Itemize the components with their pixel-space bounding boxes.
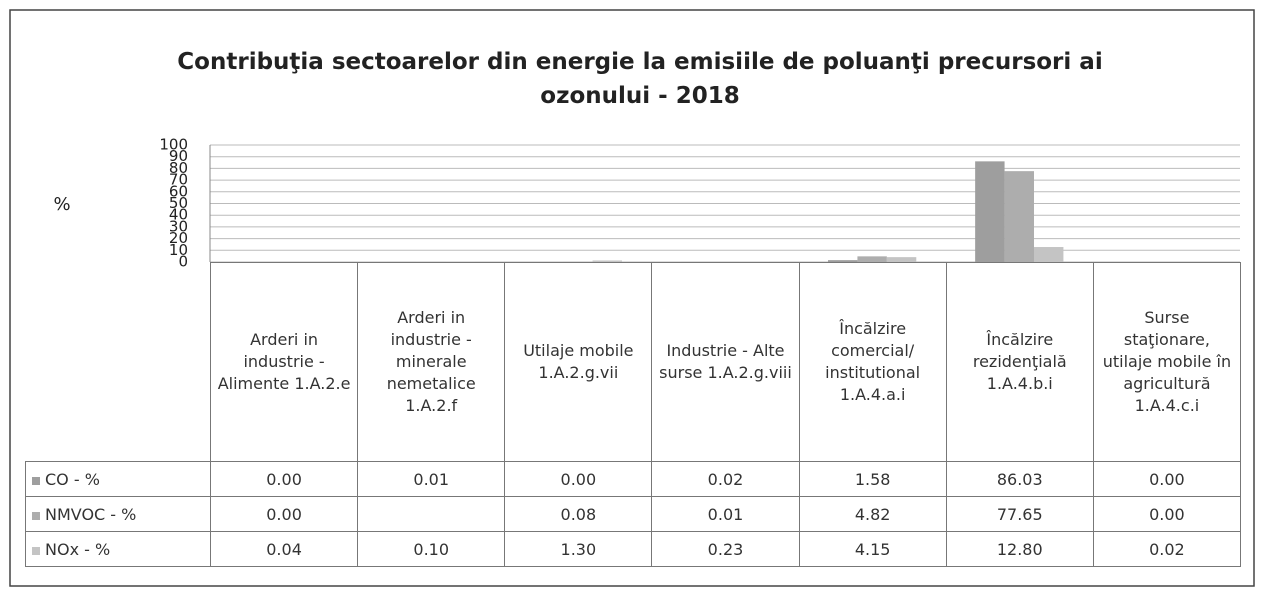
- value-cell: [357, 496, 506, 532]
- y-tick-label: 40: [169, 206, 188, 224]
- legend-label: CO - %: [45, 469, 100, 489]
- category-label: Încălzire comercial/ institutional 1.A.4…: [798, 262, 947, 462]
- value-cell: 0.01: [651, 496, 800, 532]
- legend-label: NOx - %: [45, 539, 111, 559]
- category-label: Arderi in industrie - Alimente 1.A.2.e: [209, 262, 359, 462]
- legend-swatch: [32, 511, 40, 520]
- y-tick-label: 10: [169, 241, 188, 259]
- category-label: Surse staţionare, utilaje mobile în agri…: [1092, 262, 1241, 462]
- value-cell: 0.23: [651, 531, 800, 567]
- chart-frame: [9, 9, 1255, 587]
- category-label: Încălzire rezidenţială 1.A.4.b.i: [945, 262, 1094, 462]
- y-axis-label: %: [53, 194, 70, 215]
- bar: [1004, 171, 1034, 262]
- value-cell: 0.02: [651, 461, 800, 497]
- y-tick-label: 100: [159, 136, 188, 154]
- category-label: Industrie - Alte surse 1.A.2.g.viii: [651, 262, 800, 462]
- y-tick-label: 70: [169, 171, 188, 189]
- value-cell: 86.03: [945, 461, 1094, 497]
- chart-title: Contribuţia sectoarelor din energie la e…: [177, 49, 1102, 109]
- value-cell: 1.30: [504, 531, 653, 567]
- legend-swatch: [32, 546, 40, 555]
- y-tick-label: 30: [169, 217, 188, 235]
- bar: [886, 257, 917, 262]
- category-label: Arderi in industrie - minerale nemetalic…: [357, 262, 506, 462]
- y-tick-label: 50: [169, 194, 188, 212]
- y-tick-label: 80: [169, 159, 188, 177]
- value-cell: 0.00: [209, 496, 359, 532]
- bar: [975, 161, 1005, 262]
- value-cell: 0.00: [504, 461, 653, 497]
- value-cell: 0.04: [209, 531, 359, 567]
- value-cell: 0.00: [1092, 461, 1241, 497]
- legend-label: NMVOC - %: [45, 504, 137, 524]
- header-row: Arderi in industrie - Alimente 1.A.2.e Ar…: [26, 262, 1241, 462]
- y-tick-label: 90: [169, 147, 188, 165]
- value-cell: 0.00: [209, 461, 359, 497]
- legend-entry: CO - %: [25, 461, 211, 497]
- series-row: CO - % 0.00 0.01 0.00 0.02 1.58 86.03 0.00: [25, 461, 1241, 497]
- value-cell: 77.65: [945, 496, 1094, 532]
- y-tick-label: 60: [169, 182, 188, 200]
- series-row: NMVOC - % 0.00 0.08 0.01 4.82 77.65 0.00: [25, 496, 1241, 532]
- bar: [1034, 247, 1064, 262]
- value-cell: 4.82: [798, 496, 947, 532]
- value-cell: 0.02: [1092, 531, 1241, 567]
- value-cell: 0.01: [357, 461, 506, 497]
- y-tick-label: 0: [178, 253, 188, 271]
- value-cell: 4.15: [798, 531, 947, 567]
- bar: [828, 260, 858, 262]
- y-tick-label: 20: [169, 229, 188, 247]
- legend-swatch: [32, 476, 40, 485]
- category-label: Utilaje mobile 1.A.2.g.vii: [504, 262, 653, 462]
- value-cell: 1.58: [798, 461, 947, 497]
- value-cell: 12.80: [945, 531, 1094, 567]
- series-row: NOx - % 0.04 0.10 1.30 0.23 4.15 12.80 0.02: [25, 531, 1241, 567]
- empty-cell: [26, 263, 211, 462]
- value-cell: 0.10: [357, 531, 506, 567]
- data-table: Arderi in industrie - Alimente 1.A.2.e Ar…: [25, 262, 1241, 567]
- legend-entry: NOx - %: [25, 531, 211, 567]
- bar: [857, 256, 887, 262]
- legend-entry: NMVOC - %: [25, 496, 211, 532]
- value-cell: 0.08: [504, 496, 653, 532]
- bar: [592, 260, 622, 262]
- value-cell: 0.00: [1092, 496, 1241, 532]
